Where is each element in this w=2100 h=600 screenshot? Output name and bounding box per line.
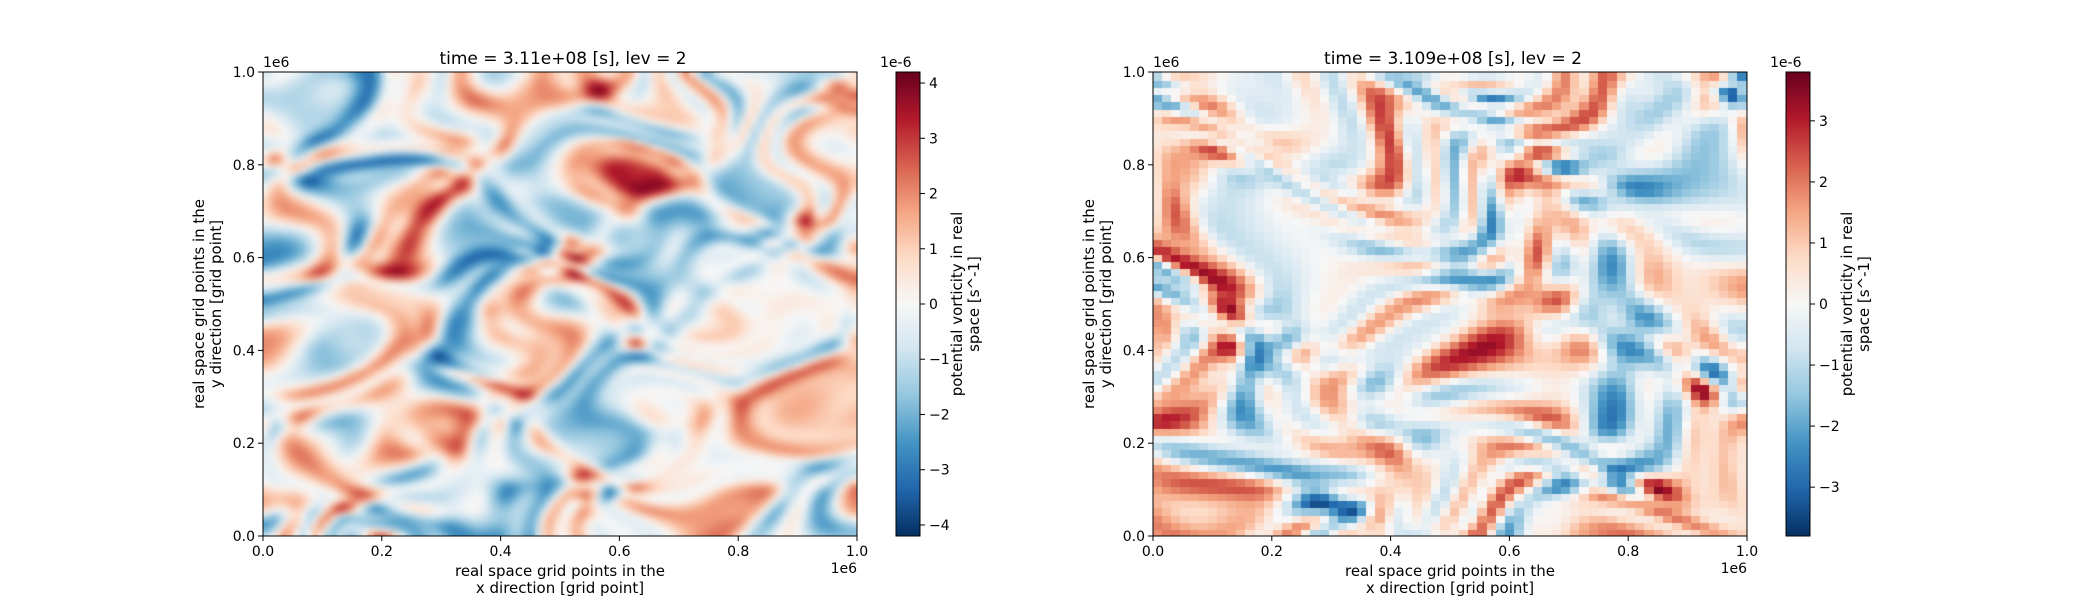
colorbar-tick-label: 0 bbox=[929, 297, 938, 313]
y-tick-label: 0.2 bbox=[233, 436, 255, 452]
x-tick-label: 0.6 bbox=[1498, 544, 1520, 560]
y-tick-label: 0.8 bbox=[233, 158, 255, 174]
panel-1-ylabel-line2: y direction [grid point] bbox=[207, 220, 225, 388]
y-tick-label: 0.0 bbox=[233, 529, 255, 545]
colorbar-tick-label: 2 bbox=[1819, 175, 1828, 191]
panel-2-y-offset: 1e6 bbox=[1153, 55, 1180, 71]
panel-1-y-offset: 1e6 bbox=[263, 55, 290, 71]
panel-2-y-axis: 0.0 0.2 0.4 0.6 0.8 1.0 bbox=[1123, 65, 1153, 545]
panel-1-y-axis: 0.0 0.2 0.4 0.6 0.8 1.0 bbox=[233, 65, 263, 545]
y-tick-label: 0.4 bbox=[233, 343, 255, 359]
y-tick-label: 0.4 bbox=[1123, 343, 1145, 359]
panel-2-xlabel-line1: real space grid points in the bbox=[1345, 562, 1555, 580]
x-tick-label: 0.2 bbox=[1261, 544, 1283, 560]
panel-1-x-axis: 0.0 0.2 0.4 0.6 0.8 1.0 bbox=[252, 536, 868, 560]
panel-1-colorbar-label-line1: potential vorticity in real bbox=[948, 212, 966, 397]
panel-1-xlabel-line2: x direction [grid point] bbox=[476, 579, 644, 597]
colorbar-tick-label: −3 bbox=[1819, 480, 1840, 496]
x-tick-label: 1.0 bbox=[846, 544, 868, 560]
colorbar-tick-label: 1 bbox=[1819, 236, 1828, 252]
colorbar-tick-label: 1 bbox=[929, 242, 938, 258]
x-tick-label: 1.0 bbox=[1736, 544, 1758, 560]
panel-1-colorbar-ticks: 4 3 2 1 0 −1 −2 −3 −4 bbox=[920, 76, 950, 534]
colorbar-tick-label: 3 bbox=[1819, 114, 1828, 130]
y-tick-label: 1.0 bbox=[233, 65, 255, 81]
panel-2-colorbar-label-line2: space [s^-1] bbox=[1855, 256, 1873, 352]
x-tick-label: 0.4 bbox=[489, 544, 511, 560]
x-tick-label: 0.8 bbox=[1617, 544, 1639, 560]
panel-1-heatmap bbox=[263, 72, 857, 536]
panel-2-x-offset: 1e6 bbox=[1721, 561, 1748, 577]
panel-2-colorbar-offset: 1e-6 bbox=[1770, 55, 1802, 71]
x-tick-label: 0.2 bbox=[371, 544, 393, 560]
panel-2-heatmap bbox=[1153, 72, 1747, 536]
panel-1-xlabel-line1: real space grid points in the bbox=[455, 562, 665, 580]
colorbar-tick-label: −2 bbox=[929, 407, 950, 423]
y-tick-label: 1.0 bbox=[1123, 65, 1145, 81]
x-tick-label: 0.8 bbox=[727, 544, 749, 560]
colorbar-tick-label: 4 bbox=[929, 76, 938, 92]
y-tick-label: 0.8 bbox=[1123, 158, 1145, 174]
panel-1-axes-frame bbox=[262, 71, 858, 537]
panel-2-xlabel-line2: x direction [grid point] bbox=[1366, 579, 1534, 597]
x-tick-label: 0.0 bbox=[252, 544, 274, 560]
colorbar-tick-label: −3 bbox=[929, 463, 950, 479]
panel-2-title: time = 3.109e+08 [s], lev = 2 bbox=[1324, 49, 1582, 69]
colorbar-tick-label: 3 bbox=[929, 131, 938, 147]
panel-2-colorbar bbox=[1785, 71, 1811, 537]
colorbar-tick-label: 0 bbox=[1819, 297, 1828, 313]
panel-2-colorbar-ticks: 3 2 1 0 −1 −2 −3 bbox=[1810, 114, 1840, 496]
panel-1: time = 3.11e+08 [s], lev = 2 0.0 0.2 0.4 0.… bbox=[190, 49, 983, 597]
panel-2-axes-frame bbox=[1152, 71, 1748, 537]
panel-1-colorbar-offset: 1e-6 bbox=[880, 55, 912, 71]
y-tick-label: 0.6 bbox=[233, 251, 255, 267]
panel-1-colorbar bbox=[895, 71, 921, 537]
x-tick-label: 0.6 bbox=[608, 544, 630, 560]
panel-2-colorbar-label-line1: potential vorticity in real bbox=[1838, 212, 1856, 397]
colorbar-tick-label: −4 bbox=[929, 518, 950, 534]
panel-2: time = 3.109e+08 [s], lev = 2 0.0 0.2 0.4 0… bbox=[1080, 49, 1873, 597]
panel-1-x-offset: 1e6 bbox=[831, 561, 858, 577]
panel-2-x-axis: 0.0 0.2 0.4 0.6 0.8 1.0 bbox=[1142, 536, 1758, 560]
panel-1-ylabel-line1: real space grid points in the bbox=[190, 199, 208, 409]
panel-2-ylabel-line1: real space grid points in the bbox=[1080, 199, 1098, 409]
y-tick-label: 0.0 bbox=[1123, 529, 1145, 545]
y-tick-label: 0.2 bbox=[1123, 436, 1145, 452]
x-tick-label: 0.0 bbox=[1142, 544, 1164, 560]
colorbar-tick-label: −1 bbox=[929, 352, 950, 368]
x-tick-label: 0.4 bbox=[1379, 544, 1401, 560]
panel-1-colorbar-label-line2: space [s^-1] bbox=[965, 256, 983, 352]
panel-1-title: time = 3.11e+08 [s], lev = 2 bbox=[439, 49, 686, 69]
panel-2-ylabel-line2: y direction [grid point] bbox=[1097, 220, 1115, 388]
colorbar-tick-label: 2 bbox=[929, 187, 938, 203]
colorbar-tick-label: −2 bbox=[1819, 419, 1840, 435]
colorbar-tick-label: −1 bbox=[1819, 358, 1840, 374]
y-tick-label: 0.6 bbox=[1123, 251, 1145, 267]
